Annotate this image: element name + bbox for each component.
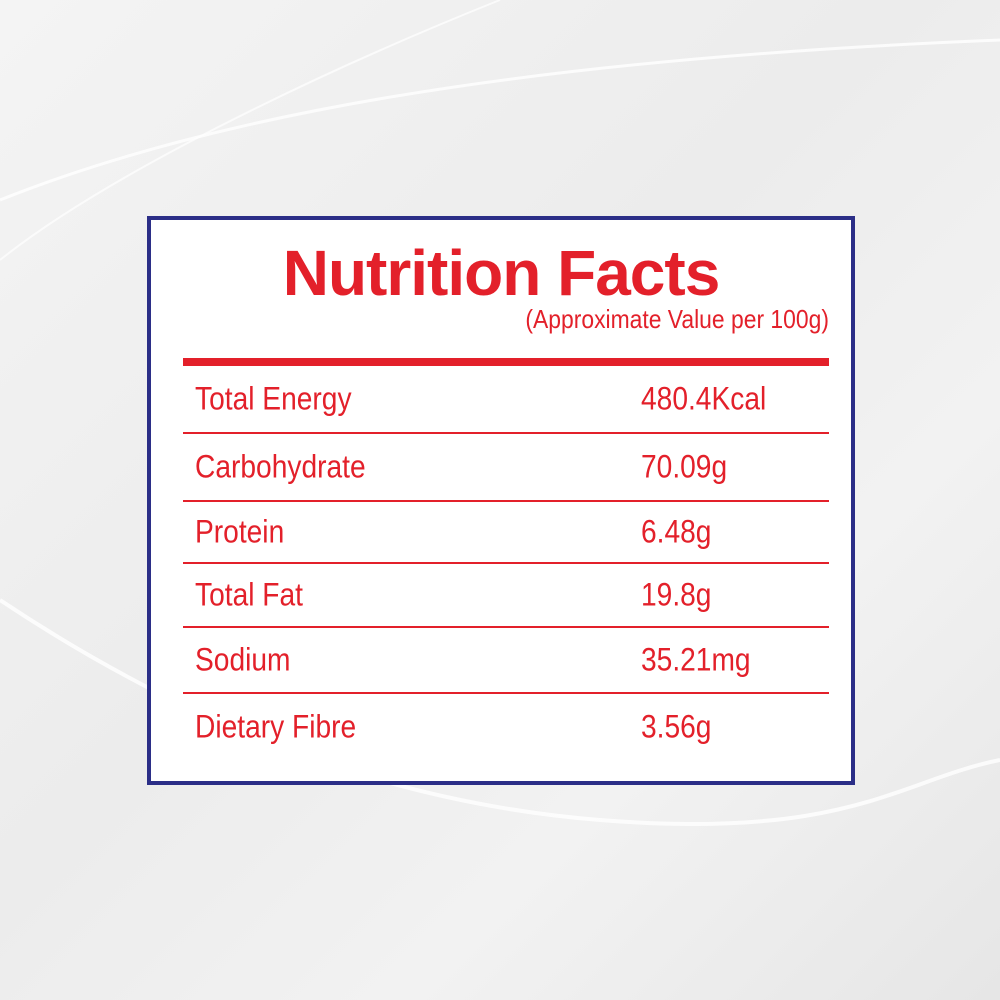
subtitle: (Approximate Value per 100g) — [525, 304, 829, 334]
nutrition-panel: Nutrition Facts (Approximate Value per 1… — [147, 216, 855, 785]
nutrient-value: 35.21mg — [641, 641, 751, 678]
nutrient-name: Sodium — [195, 641, 291, 678]
table-row: Total Energy 480.4Kcal — [183, 366, 829, 434]
table-row: Total Fat 19.8g — [183, 564, 829, 628]
table-row: Dietary Fibre 3.56g — [183, 694, 829, 760]
nutrient-name: Total Fat — [195, 576, 303, 613]
title: Nutrition Facts — [282, 237, 721, 309]
divider — [183, 358, 829, 366]
nutrient-value: 480.4Kcal — [641, 380, 767, 417]
nutrient-name: Dietary Fibre — [195, 708, 357, 745]
table-row: Protein 6.48g — [183, 502, 829, 564]
nutrient-name: Total Energy — [195, 380, 352, 417]
nutrient-value: 70.09g — [641, 448, 728, 485]
nutrient-name: Carbohydrate — [195, 448, 366, 485]
table-row: Carbohydrate 70.09g — [183, 434, 829, 502]
nutrient-value: 19.8g — [641, 576, 712, 613]
table-row: Sodium 35.21mg — [183, 628, 829, 694]
nutrient-name: Protein — [195, 513, 285, 550]
nutrient-value: 3.56g — [641, 708, 712, 745]
nutrient-value: 6.48g — [641, 513, 712, 550]
